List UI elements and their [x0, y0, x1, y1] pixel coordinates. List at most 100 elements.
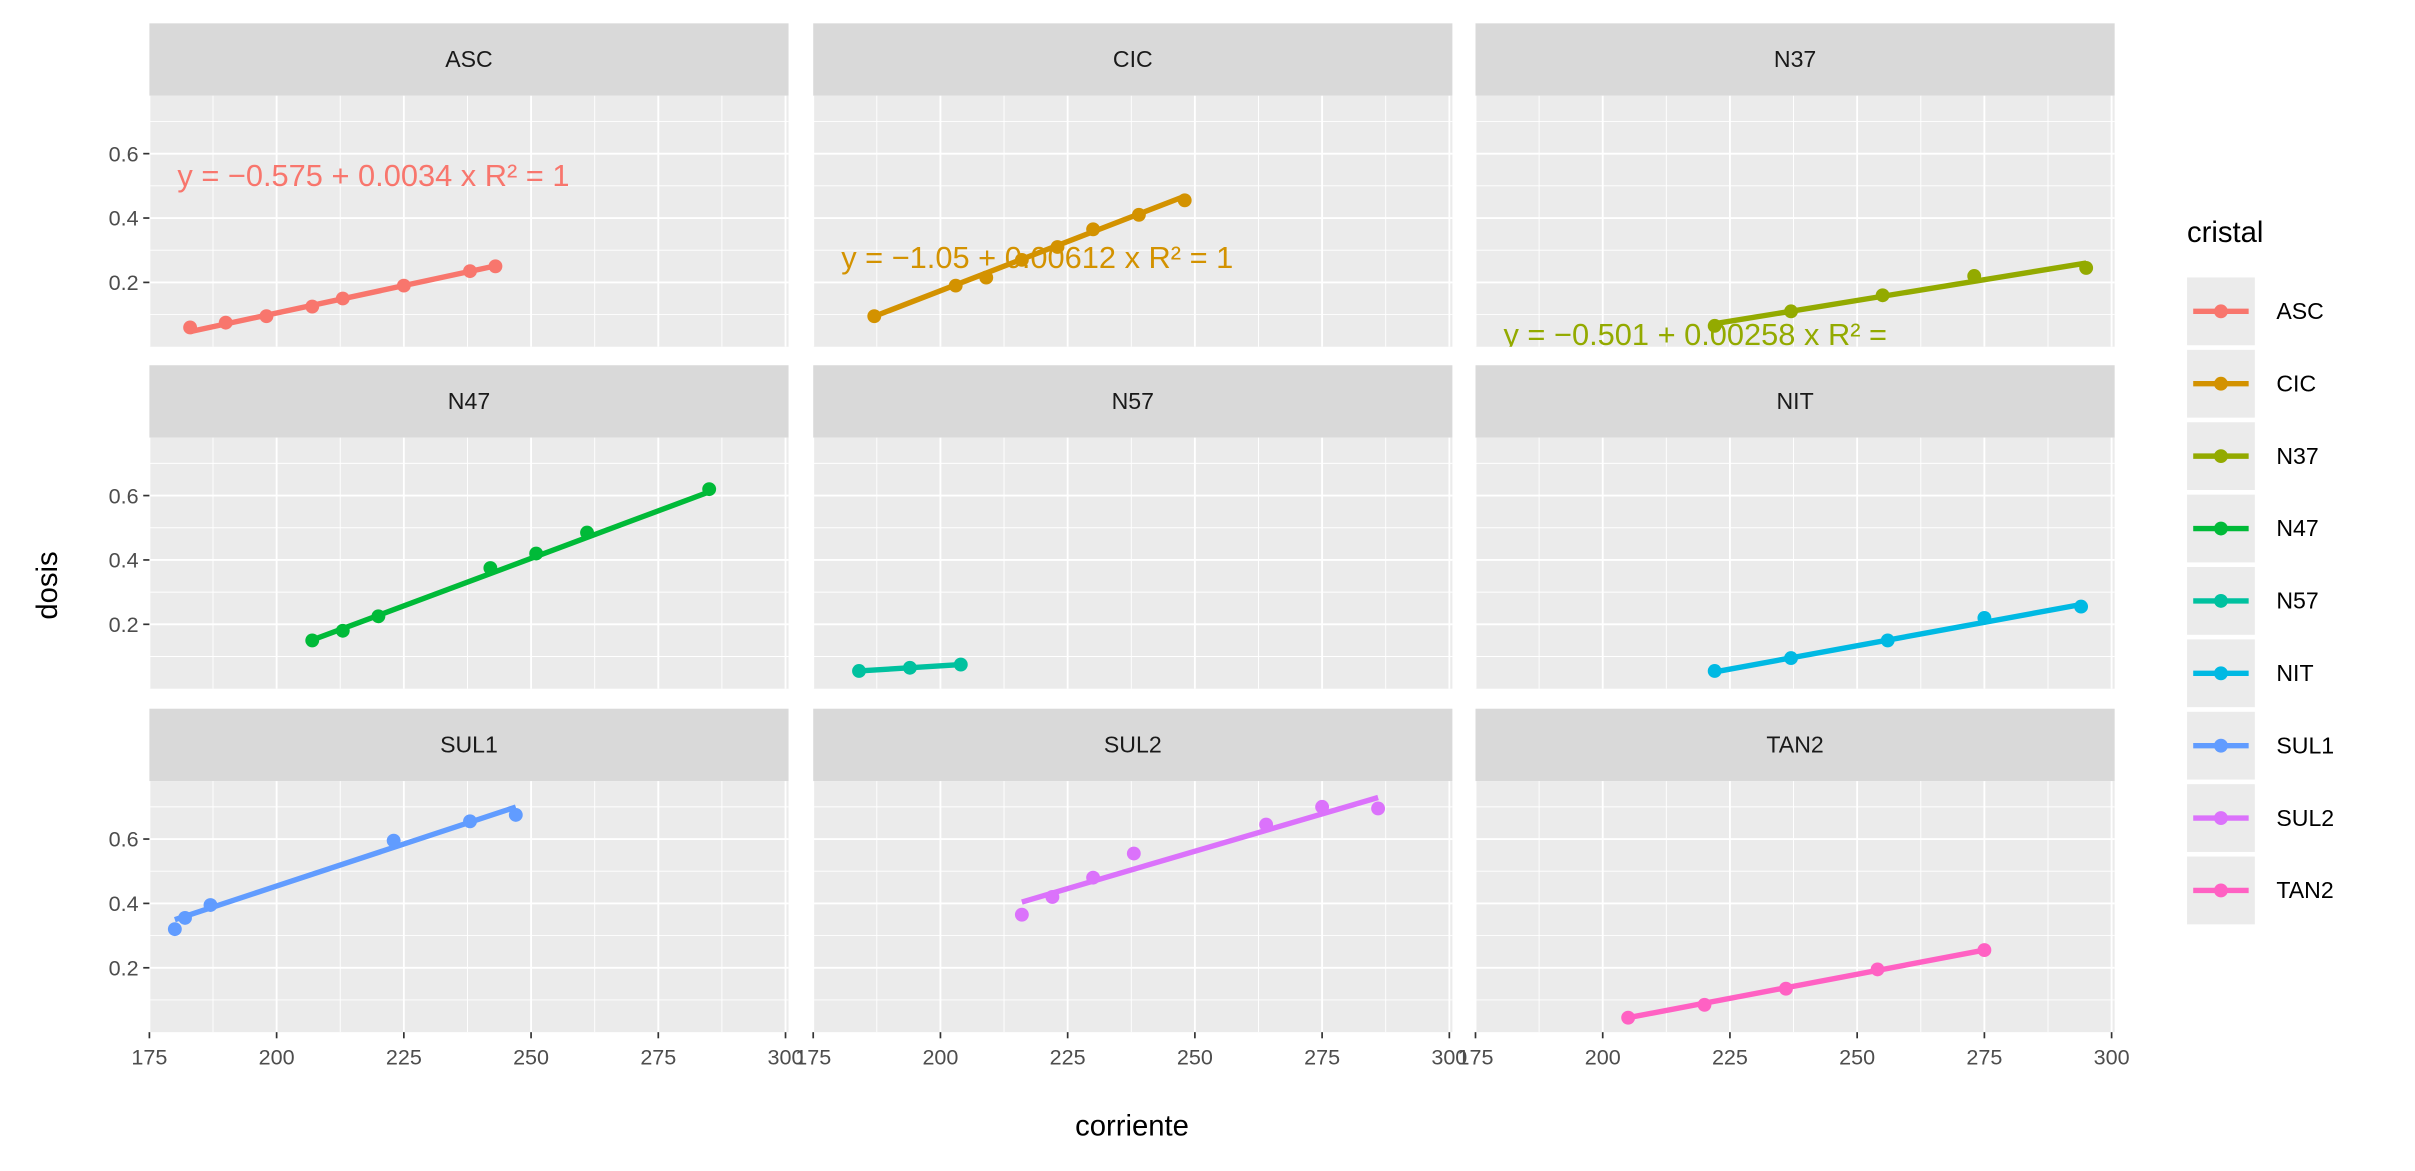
panel-SUL1: SUL1 0.2 0.4 0.6 175 200 225 250 275 300 [109, 708, 804, 1069]
data-point-N47 [483, 561, 498, 575]
y-tick-label: 0.6 [109, 483, 139, 508]
x-tick-label: 225 [1712, 1044, 1748, 1069]
x-tick-label: 225 [386, 1044, 422, 1069]
panel-background [149, 95, 789, 347]
equation-label-CIC: y = −1.05 + 0.00612 x R² = 1 [841, 240, 1233, 275]
x-tick-label: 175 [795, 1044, 831, 1069]
y-tick-label: 0.4 [109, 548, 139, 573]
data-point-TAN2 [1778, 981, 1793, 996]
legend-key-point [2214, 811, 2228, 825]
data-point-CIC [1131, 207, 1146, 222]
x-tick-label: 250 [1177, 1044, 1213, 1069]
panel-ASC: ASC y = −0.575 + 0.0034 x R² = 1 0.2 0.4 0.6 [109, 23, 789, 347]
x-tick-label: 225 [1050, 1044, 1086, 1069]
data-point-SUL2 [1086, 870, 1101, 885]
strip-SUL1 [149, 708, 789, 782]
strip-TAN2 [1475, 708, 2115, 782]
data-point-SUL2 [1371, 801, 1386, 816]
strip-label: N57 [1112, 388, 1154, 414]
legend-key-point [2214, 521, 2228, 536]
panel-N47: N47 0.2 0.4 0.6 [109, 365, 789, 689]
legend-label: N47 [2276, 515, 2318, 541]
strip-label: NIT [1776, 388, 1813, 414]
strip-SUL2 [813, 708, 1453, 782]
legend-item-ASC: ASC [2187, 277, 2324, 346]
data-point-TAN2 [1621, 1010, 1636, 1025]
strip-N37 [1475, 23, 2115, 96]
facet-panels: ASC y = −0.575 + 0.0034 x R² = 1 0.2 0.4 0.6… [109, 23, 2130, 1069]
x-tick-label: 200 [922, 1044, 958, 1069]
legend-item-SUL1: SUL1 [2187, 711, 2334, 780]
data-point-TAN2 [1697, 997, 1712, 1012]
panel-background [1475, 437, 2115, 689]
panel-background [1475, 781, 2115, 1033]
data-point-SUL1 [463, 814, 477, 829]
strip-label: N47 [448, 388, 490, 414]
data-point-SUL2 [1315, 799, 1330, 814]
legend-label: SUL1 [2276, 732, 2334, 758]
legend-label: TAN2 [2276, 877, 2333, 903]
data-point-ASC [335, 291, 350, 306]
data-point-N47 [580, 525, 594, 540]
data-point-N37 [1784, 304, 1798, 319]
legend-item-N37: N37 [2187, 422, 2319, 491]
data-point-ASC [259, 309, 274, 324]
data-point-ASC [396, 278, 411, 293]
legend-item-TAN2: TAN2 [2187, 856, 2334, 925]
strip-N57 [813, 365, 1453, 438]
data-point-N57 [902, 660, 917, 675]
strip-label: ASC [445, 46, 492, 72]
data-point-ASC [488, 259, 503, 274]
strip-label: CIC [1113, 46, 1153, 72]
data-point-N37 [1707, 318, 1722, 333]
data-point-ASC [305, 299, 320, 314]
legend-key-point [2214, 376, 2228, 391]
legend-label: NIT [2276, 660, 2313, 686]
y-tick-label: 0.4 [109, 891, 139, 916]
y-tick-label: 0.2 [109, 270, 139, 295]
panel-background [149, 437, 789, 689]
panel-N57: N57 [812, 365, 1453, 689]
strip-N47 [149, 365, 789, 438]
panel-CIC: CIC y = −1.05 + 0.00612 x R² = 1 [812, 23, 1453, 347]
panel-background [813, 781, 1453, 1033]
data-point-N37 [1875, 288, 1890, 303]
data-point-TAN2 [1870, 962, 1885, 977]
x-tick-label: 275 [1304, 1044, 1340, 1069]
y-tick-label: 0.4 [109, 206, 139, 231]
data-point-N47 [529, 546, 544, 561]
x-tick-label: 300 [1431, 1044, 1467, 1069]
x-tick-label: 175 [1458, 1044, 1494, 1069]
data-point-N37 [1967, 269, 1982, 283]
legend-item-SUL2: SUL2 [2187, 784, 2334, 852]
x-tick-label: 275 [1966, 1044, 2002, 1069]
panel-background [813, 95, 1453, 347]
x-tick-label: 200 [1585, 1044, 1621, 1069]
panel-background [813, 437, 1453, 689]
x-axis-title: corriente [1075, 1110, 1189, 1142]
strip-NIT [1475, 365, 2115, 438]
panel-TAN2: TAN2 175 200 225 250 275 300 [1458, 708, 2130, 1069]
y-tick-label: 0.2 [109, 955, 139, 980]
data-point-CIC [948, 278, 963, 293]
strip-label: SUL2 [1104, 732, 1162, 758]
regression-line-NIT [1714, 601, 2082, 675]
data-point-SUL1 [167, 922, 182, 937]
strip-label: SUL1 [440, 732, 498, 758]
data-point-NIT [1784, 651, 1798, 666]
x-tick-label: 300 [768, 1044, 804, 1069]
strip-label: N37 [1774, 46, 1816, 72]
strip-label: TAN2 [1766, 732, 1823, 758]
legend-key-point [2214, 738, 2228, 753]
equation-label-N37: y = −0.501 + 0.00258 x R² = [1503, 317, 1887, 352]
data-point-ASC [218, 315, 233, 330]
legend-title: cristal [2187, 217, 2263, 249]
legend-key-point [2214, 593, 2228, 608]
legend-label: N57 [2276, 588, 2318, 614]
legend-item-NIT: NIT [2187, 639, 2314, 708]
x-tick-label: 300 [2094, 1044, 2130, 1069]
data-point-N47 [702, 482, 717, 497]
y-tick-label: 0.2 [109, 612, 139, 637]
x-tick-label: 200 [259, 1044, 295, 1069]
